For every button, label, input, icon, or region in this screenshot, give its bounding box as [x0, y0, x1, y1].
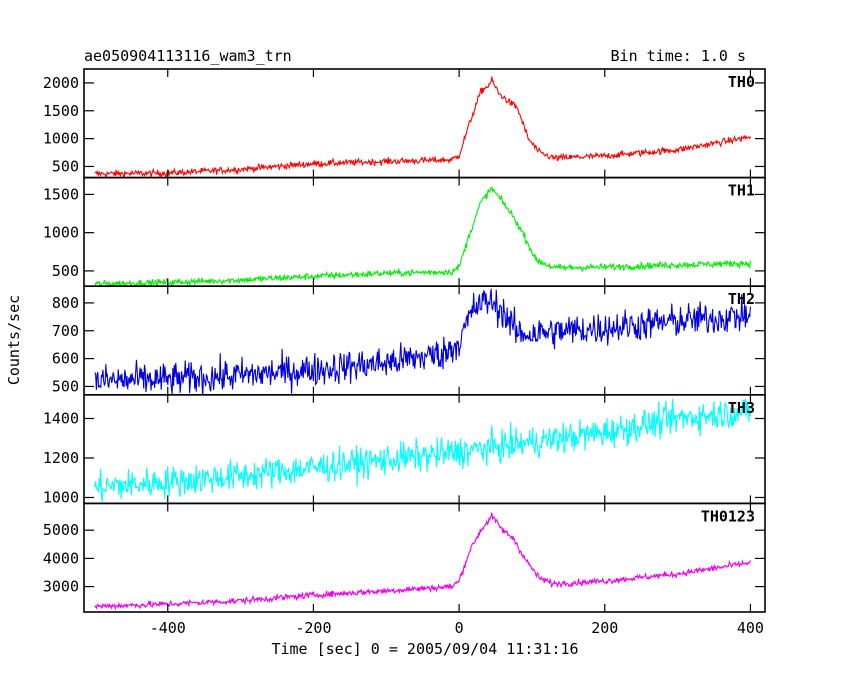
panel-th0: 500 1000 1500 2000 TH0: [43, 68, 766, 179]
y-axis-label: Counts/sec: [5, 295, 23, 385]
panel-frame: [83, 285, 766, 396]
y-tick-label: 1200: [43, 449, 79, 467]
series-line-th3: [94, 398, 751, 502]
y-tick-label: 600: [52, 350, 79, 368]
panel-th3: 1000 1200 1400 TH3: [43, 393, 766, 506]
y-tick-label: 500: [52, 157, 79, 175]
series-line-th0: [94, 76, 751, 178]
x-tick-label: 0: [455, 619, 464, 637]
x-tick-label: -200: [295, 619, 331, 637]
y-tick-label: 500: [52, 377, 79, 395]
y-tick-label: 1400: [43, 409, 79, 427]
panel-label: TH1: [728, 182, 755, 200]
series-line-th0123: [94, 512, 751, 611]
panel-th0123: 3000 4000 5000 TH0123: [43, 502, 766, 613]
y-tick-label: 800: [52, 294, 79, 312]
y-tick-label: 500: [52, 262, 79, 280]
y-tick-label: 5000: [43, 521, 79, 539]
y-tick-label: 1500: [43, 185, 79, 203]
panel-label: TH3: [728, 399, 755, 417]
y-tick-label: 1000: [43, 224, 79, 242]
panel-label: TH0123: [701, 507, 755, 525]
series-line-th2: [94, 288, 751, 395]
panel-frame: [83, 176, 766, 288]
series-line-th1: [94, 186, 751, 287]
y-tick-label: 1000: [43, 488, 79, 506]
panel-label: TH0: [728, 73, 755, 91]
y-tick-label: 700: [52, 322, 79, 340]
y-tick-label: 1000: [43, 130, 79, 148]
y-tick-label: 3000: [43, 578, 79, 596]
x-tick-label: 400: [737, 619, 764, 637]
x-axis-label: Time [sec] 0 = 2005/09/04 11:31:16: [271, 640, 578, 658]
bin-time-label: Bin time: 1.0 s: [611, 47, 746, 65]
x-tick-label: 200: [591, 619, 618, 637]
y-tick-label: 1500: [43, 102, 79, 120]
panel-stack: 500 1000 1500 2000 TH0 500 1000 1500 TH1 500 600 70…: [43, 68, 766, 613]
panel-th1: 500 1000 1500 TH1: [43, 176, 766, 288]
panel-th2: 500 600 700 800 TH2: [52, 285, 766, 396]
x-tick-label: -400: [150, 619, 186, 637]
x-axis: -400 -200 0 200 400: [150, 619, 764, 637]
y-tick-label: 4000: [43, 549, 79, 567]
panel-frame: [83, 502, 766, 613]
panel-label: TH2: [728, 290, 755, 308]
y-tick-label: 2000: [43, 74, 79, 92]
chart-title: ae050904113116_wam3_trn: [84, 47, 292, 65]
